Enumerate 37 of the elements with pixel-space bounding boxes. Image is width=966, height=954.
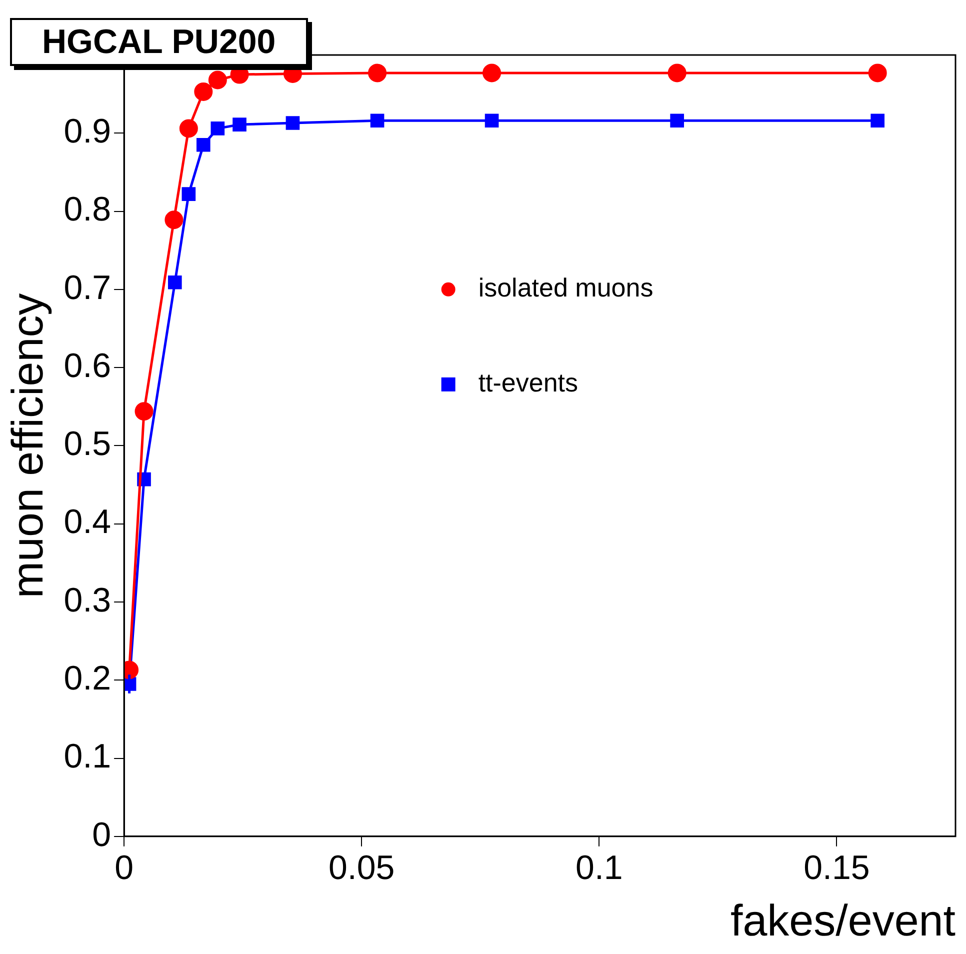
point (484, 114, 499, 128)
point (232, 118, 246, 132)
y-tick-label: 0.7 (64, 268, 112, 307)
y-tick-label: 0.8 (64, 190, 112, 229)
point (286, 116, 300, 130)
y-tick-label: 0 (92, 816, 112, 854)
x-tick-label: 0.15 (804, 849, 870, 888)
chart-title: HGCAL PU200 (10, 18, 308, 66)
legend-label: isolated muons (478, 272, 654, 303)
x-axis-title: fakes/event (730, 896, 956, 946)
point (182, 187, 196, 201)
point (196, 138, 210, 152)
legend-label: tt-events (478, 368, 578, 398)
point (179, 119, 198, 138)
point (164, 210, 184, 230)
point (208, 70, 227, 90)
y-tick-label: 0.4 (64, 503, 112, 542)
y-tick-label: 0.6 (64, 346, 112, 385)
point (370, 114, 384, 128)
point (670, 114, 684, 128)
point (168, 275, 182, 290)
y-tick-label: 0.5 (64, 425, 112, 464)
point (210, 122, 225, 136)
x-tick-label: 0.1 (576, 849, 623, 888)
point (870, 114, 884, 128)
point (482, 64, 502, 82)
point (134, 402, 154, 421)
y-tick-label: 0.1 (64, 738, 112, 776)
y-tick-label: 0.3 (64, 581, 112, 620)
y-axis-title: muon efficiency (4, 293, 53, 598)
y-tick-label: 0.2 (64, 659, 112, 698)
point (194, 82, 213, 101)
point (868, 64, 887, 82)
point (368, 64, 387, 82)
point (668, 64, 686, 82)
y-tick-label: 0.9 (64, 112, 112, 151)
x-tick-label: 0.05 (328, 849, 395, 888)
